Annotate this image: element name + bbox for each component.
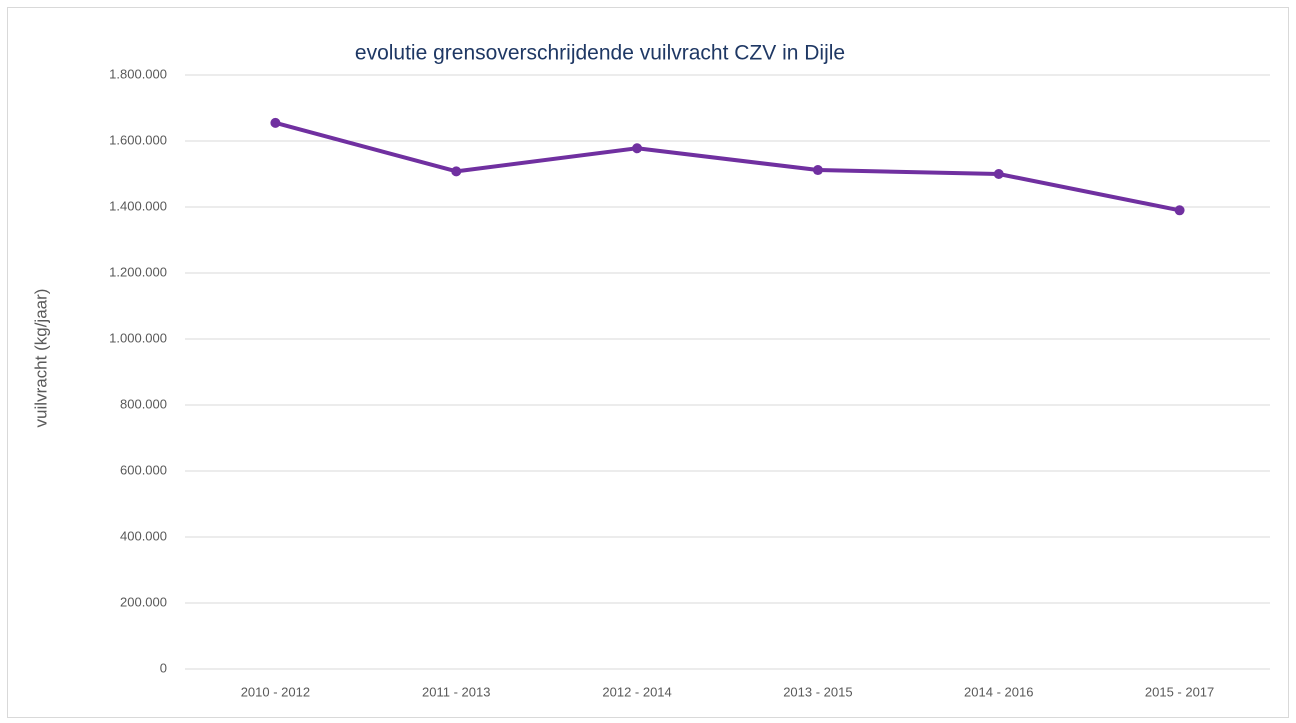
x-tick-label: 2013 - 2015 xyxy=(783,684,852,699)
y-tick-label: 1.800.000 xyxy=(109,66,167,81)
y-tick-label: 200.000 xyxy=(120,594,167,609)
y-tick-label: 1.200.000 xyxy=(109,264,167,279)
chart-title: evolutie grensoverschrijdende vuilvracht… xyxy=(355,42,845,65)
data-point xyxy=(451,166,462,177)
y-axis-label: vuilvracht (kg/jaar) xyxy=(31,289,50,428)
y-tick-label: 800.000 xyxy=(120,396,167,411)
x-tick-label: 2015 - 2017 xyxy=(1145,684,1214,699)
x-tick-label: 2012 - 2014 xyxy=(602,684,671,699)
chart-frame xyxy=(7,7,1289,718)
x-tick-label: 2010 - 2012 xyxy=(241,684,310,699)
data-point xyxy=(812,165,823,176)
data-point xyxy=(270,117,281,128)
y-tick-label: 0 xyxy=(160,660,167,675)
data-point xyxy=(1174,205,1185,216)
y-tick-label: 1.000.000 xyxy=(109,330,167,345)
y-tick-label: 1.400.000 xyxy=(109,198,167,213)
x-tick-label: 2014 - 2016 xyxy=(964,684,1033,699)
y-tick-label: 600.000 xyxy=(120,462,167,477)
data-point xyxy=(632,143,643,154)
x-tick-label: 2011 - 2013 xyxy=(422,684,490,699)
data-line xyxy=(274,120,1180,213)
data-point xyxy=(993,169,1004,179)
y-tick-label: 1.600.000 xyxy=(109,132,167,147)
y-tick-label: 400.000 xyxy=(120,528,167,543)
